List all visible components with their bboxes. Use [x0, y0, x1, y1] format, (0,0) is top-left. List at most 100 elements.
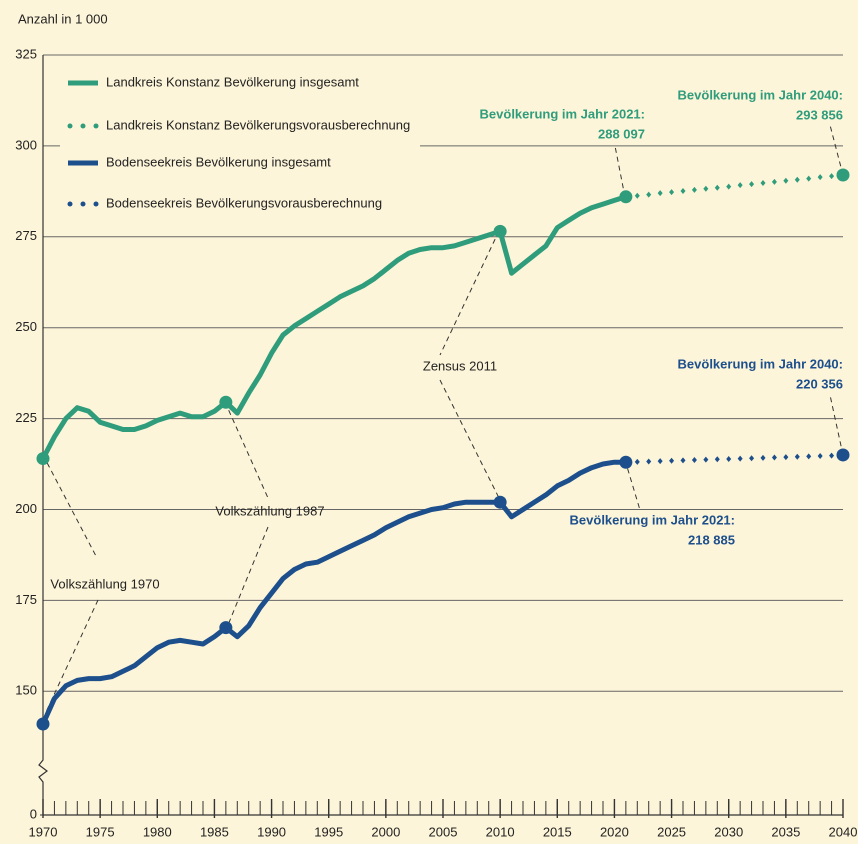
- projection-dot: [669, 189, 675, 196]
- annotation-bg: [673, 107, 843, 125]
- y-tick-label: 175: [15, 592, 37, 607]
- projection-dot: [703, 185, 709, 192]
- highlight-marker: [619, 455, 633, 469]
- projection-dot: [806, 453, 812, 460]
- projection-dot: [691, 457, 697, 464]
- highlight-marker: [36, 717, 50, 731]
- y-tick-label: 150: [15, 683, 37, 698]
- legend-swatch: [80, 123, 86, 129]
- projection-dot: [760, 179, 766, 186]
- y-axis: [38, 55, 48, 815]
- projection-dot: [771, 178, 777, 185]
- highlight-marker: [36, 452, 50, 466]
- x-tick-label: 2005: [429, 824, 458, 839]
- annotation: Volkszählung 1970: [50, 576, 159, 591]
- projection-dot: [714, 184, 720, 191]
- legend-swatch: [80, 201, 86, 207]
- projection-dot: [817, 453, 823, 460]
- highlight-marker: [836, 448, 850, 462]
- x-tick-label: 2010: [486, 824, 515, 839]
- x-tick-label: 1990: [257, 824, 286, 839]
- projection-dot: [669, 457, 675, 464]
- annotation: 288 097: [598, 126, 645, 141]
- projection-dot: [783, 454, 789, 461]
- annotation: Volkszählung 1987: [215, 503, 324, 518]
- annotation-bg: [673, 87, 843, 105]
- y-axis-label: Anzahl in 1 000: [18, 11, 108, 26]
- y-tick-label: 325: [15, 46, 37, 61]
- legend-label: Bodenseekreis Bevölkerung insgesamt: [106, 154, 331, 169]
- annotation-bg: [475, 106, 645, 124]
- series-line: [40, 194, 629, 462]
- projection-dot: [737, 182, 743, 189]
- projection-dot: [691, 186, 697, 193]
- annotation-leader: [45, 599, 99, 713]
- x-tick-label: 2020: [600, 824, 629, 839]
- series-line: [40, 459, 629, 727]
- projection-dot: [657, 458, 663, 465]
- annotation: Bevölkerung im Jahr 2021:: [480, 106, 645, 121]
- projection-dot: [680, 457, 686, 464]
- x-tick-label: 1985: [200, 824, 229, 839]
- highlight-marker: [836, 168, 850, 182]
- x-tick-label: 2030: [714, 824, 743, 839]
- annotation: Bevölkerung im Jahr 2040:: [678, 87, 843, 102]
- highlight-marker: [219, 395, 233, 409]
- highlight-marker: [619, 190, 633, 204]
- legend-label: Landkreis Konstanz Bevölkerungsvorausber…: [106, 117, 410, 132]
- projection-dot: [829, 452, 835, 459]
- projection-dot: [726, 455, 732, 462]
- projection-dot: [646, 191, 652, 198]
- annotation: Bevölkerung im Jahr 2021:: [570, 512, 735, 527]
- projection-dot: [794, 176, 800, 183]
- legend-swatch: [67, 123, 73, 129]
- projection-dot: [794, 453, 800, 460]
- x-tick-label: 2025: [657, 824, 686, 839]
- y-tick-label: 300: [15, 137, 37, 152]
- annotation: 293 856: [796, 107, 843, 122]
- x-tick-label: 2000: [371, 824, 400, 839]
- projection-dot: [726, 183, 732, 190]
- x-tick-label: 1995: [314, 824, 343, 839]
- annotation-bg: [673, 356, 843, 374]
- annotation-bg: [565, 532, 735, 550]
- annotation-bg: [673, 376, 843, 394]
- projection-dot: [646, 458, 652, 465]
- projection-dot: [783, 177, 789, 184]
- x-tick-label: 1975: [86, 824, 115, 839]
- projection-dot: [634, 458, 640, 465]
- legend-bg: [60, 68, 420, 220]
- x-tick-label: 2040: [829, 824, 858, 839]
- highlight-marker: [493, 495, 507, 509]
- legend-label: Landkreis Konstanz Bevölkerung insgesamt: [106, 74, 359, 89]
- annotation: Zensus 2011: [423, 358, 497, 373]
- legend-swatch: [93, 123, 99, 129]
- legend-label: Bodenseekreis Bevölkerungsvorausberechnu…: [106, 195, 382, 210]
- x-tick-label: 1980: [143, 824, 172, 839]
- y-tick-label: 200: [15, 501, 37, 516]
- projection-dot: [703, 456, 709, 463]
- y-tick-label: 250: [15, 319, 37, 334]
- projection-dot: [749, 181, 755, 188]
- x-tick-label: 1970: [29, 824, 58, 839]
- annotation-leader: [829, 394, 844, 456]
- annotation-bg: [475, 126, 645, 144]
- highlight-marker: [219, 621, 233, 635]
- x-tick-label: 2035: [771, 824, 800, 839]
- annotation: 218 885: [688, 532, 735, 547]
- annotation-leader: [42, 454, 98, 559]
- annotation-leader: [439, 379, 500, 499]
- projection-dot: [714, 456, 720, 463]
- y-tick-label: 0: [30, 806, 37, 821]
- projection-dot: [817, 174, 823, 181]
- legend-swatch: [93, 201, 99, 207]
- projection-dot: [771, 454, 777, 461]
- y-tick-label: 275: [15, 228, 37, 243]
- projection-dot: [634, 192, 640, 199]
- projection-dot: [749, 455, 755, 462]
- legend-swatch: [67, 201, 73, 207]
- projection-dot: [680, 187, 686, 194]
- projection-dot: [829, 173, 835, 180]
- annotation: 220 356: [796, 376, 843, 391]
